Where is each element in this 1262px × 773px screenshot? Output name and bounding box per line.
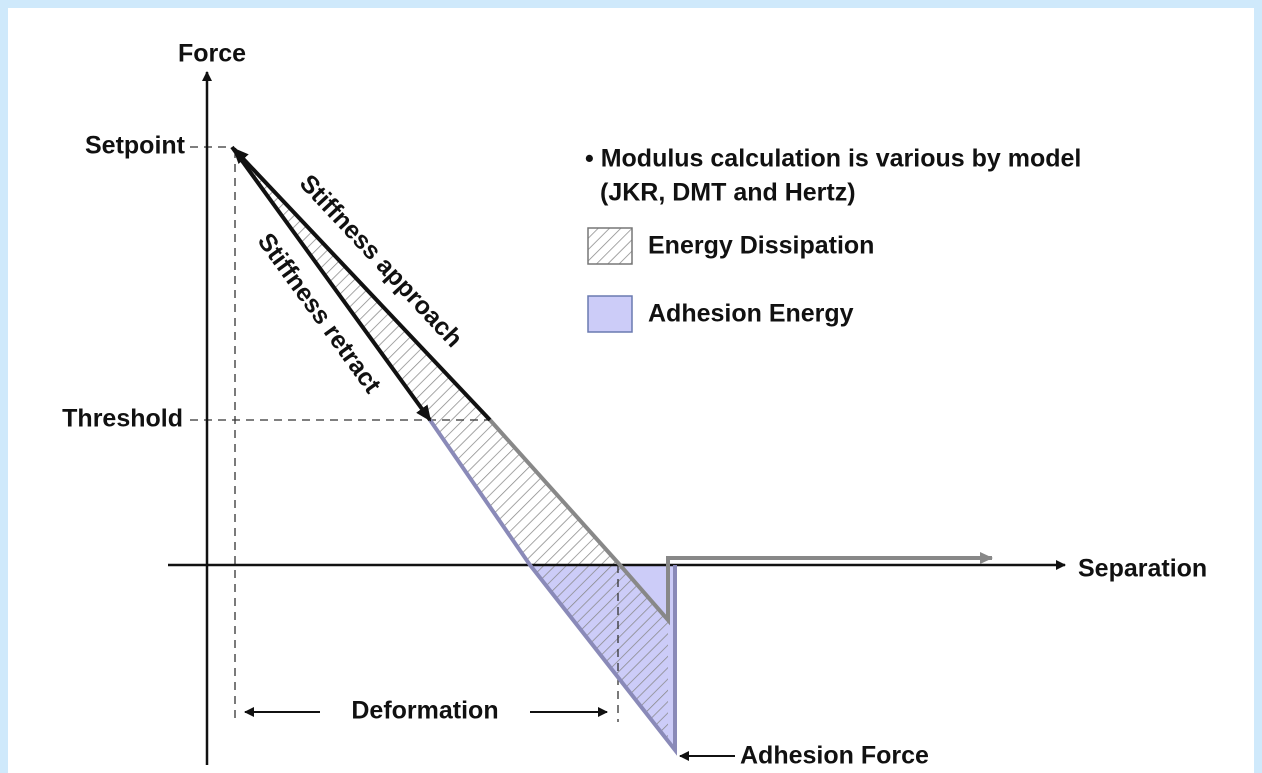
stiffness-approach-line [232,147,492,422]
legend-swatch-blue [587,295,633,333]
legend-swatch-hatch [587,227,633,265]
retract-curve [428,418,677,756]
legend-note: • Modulus calculation is various by mode… [585,145,1081,173]
legend-item: Adhesion Energy [648,300,854,328]
stiffness-retract-line [230,145,432,422]
deformation-label: Deformation [351,697,498,725]
threshold-label: Threshold [62,405,183,433]
legend-item: Energy Dissipation [648,232,874,260]
y-axis-label: Force [178,40,246,68]
setpoint-label: Setpoint [85,132,186,160]
x-axis-label: Separation [1078,555,1207,583]
legend-note: (JKR, DMT and Hertz) [600,179,856,207]
adhesion-force-label: Adhesion Force [740,742,929,770]
